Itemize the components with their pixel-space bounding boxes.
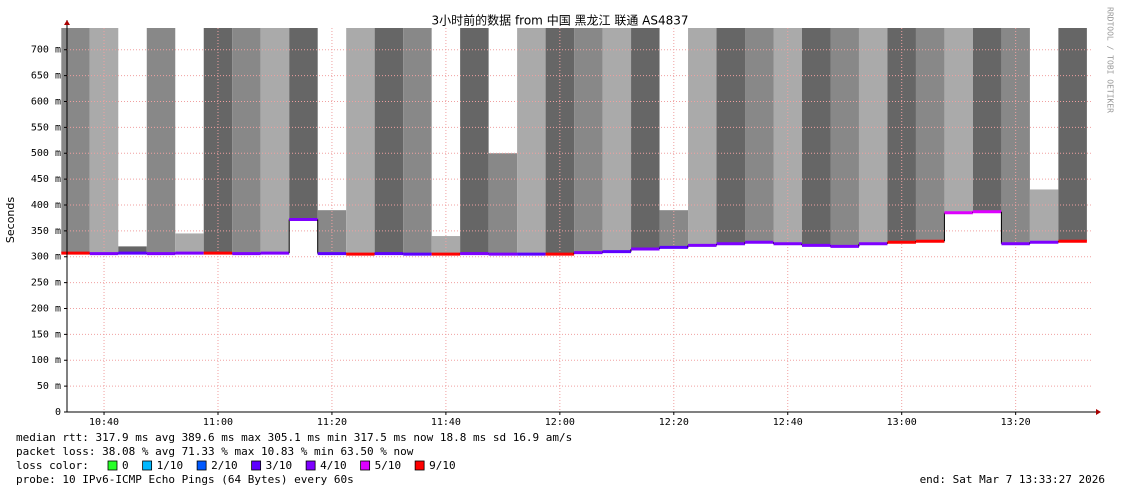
legend-swatch: [107, 460, 118, 471]
x-tick-label: 11:40: [431, 417, 461, 428]
legend-label: 1/10: [157, 459, 184, 472]
legend-swatch: [251, 460, 262, 471]
x-tick-label: 12:20: [659, 417, 689, 428]
legend-title: loss color:: [16, 459, 89, 472]
smoke: [1058, 28, 1087, 242]
smoke: [1001, 28, 1030, 244]
legend-swatch: [305, 460, 316, 471]
probe: probe: 10 IPv6-ICMP Echo Pings (64 Bytes…: [16, 473, 354, 486]
smoke: [431, 236, 461, 255]
legend-label: 0: [122, 459, 129, 472]
smoke: [289, 28, 318, 220]
smoke: [944, 28, 973, 213]
y-tick-label: 50 m: [37, 381, 61, 392]
smoke: [118, 246, 147, 254]
y-tick-label: 300 m: [31, 252, 61, 263]
smoke: [545, 28, 575, 255]
y-tick-label: 250 m: [31, 278, 61, 289]
smoke: [887, 28, 916, 243]
legend-label: 3/10: [266, 459, 293, 472]
legend-label: 9/10: [429, 459, 456, 472]
smoke: [517, 28, 546, 255]
smoke: [488, 153, 518, 255]
smoke: [203, 28, 233, 254]
end-time: end: Sat Mar 7 13:33:27 2026: [920, 473, 1105, 486]
y-axis-label: Seconds: [4, 197, 17, 243]
info-line: median rtt: 317.9 ms avg 389.6 ms max 30…: [16, 431, 572, 444]
legend-swatch: [360, 460, 371, 471]
chart-title: 3小时前的数据 from 中国 黑龙江 联通 AS4837: [432, 13, 689, 28]
x-tick-label: 12:40: [773, 417, 803, 428]
smoke: [716, 28, 746, 244]
smoke: [89, 28, 119, 254]
y-tick-label: 600 m: [31, 96, 61, 107]
smoke: [260, 28, 290, 254]
smoke: [346, 28, 375, 255]
y-arrow: [64, 20, 70, 25]
side-label: RRDTOOL / TOBI OETIKER: [1106, 7, 1115, 113]
y-tick-label: 200 m: [31, 303, 61, 314]
x-tick-label: 12:00: [545, 417, 575, 428]
info-line: packet loss: 38.08 % avg 71.33 % max 10.…: [16, 445, 414, 458]
y-tick-label: 450 m: [31, 174, 61, 185]
smoke: [1029, 189, 1059, 243]
y-tick-label: 550 m: [31, 122, 61, 133]
x-tick-label: 13:20: [1001, 417, 1031, 428]
x-tick-label: 11:00: [203, 417, 233, 428]
y-tick-label: 500 m: [31, 148, 61, 159]
smoke: [631, 28, 660, 249]
legend-swatch: [196, 460, 207, 471]
smoke: [745, 28, 774, 243]
x-arrow: [1096, 409, 1101, 415]
smoke: [688, 28, 717, 246]
smoke: [232, 28, 261, 254]
x-tick-label: 10:40: [89, 417, 119, 428]
y-tick-label: 0: [55, 407, 61, 418]
x-tick-label: 11:20: [317, 417, 347, 428]
legend-label: 5/10: [375, 459, 402, 472]
legend-swatch: [414, 460, 425, 471]
smoke: [146, 28, 176, 254]
y-tick-label: 150 m: [31, 329, 61, 340]
smoke: [460, 28, 489, 254]
smoke: [972, 28, 1002, 212]
smoke: [858, 28, 888, 244]
smoke: [801, 28, 831, 246]
smoke: [574, 28, 603, 253]
x-tick-label: 13:00: [887, 417, 917, 428]
smoke: [830, 28, 859, 247]
smoke: [61, 28, 90, 254]
smoke: [915, 28, 945, 242]
smoke: [773, 28, 802, 244]
y-tick-label: 700 m: [31, 45, 61, 56]
legend-label: 4/10: [320, 459, 347, 472]
smoke: [403, 28, 432, 255]
y-tick-label: 400 m: [31, 200, 61, 211]
smoke: [374, 28, 404, 254]
legend-label: 2/10: [211, 459, 238, 472]
y-tick-label: 100 m: [31, 355, 61, 366]
y-tick-label: 350 m: [31, 226, 61, 237]
smoke: [175, 233, 204, 254]
legend-swatch: [142, 460, 153, 471]
y-tick-label: 650 m: [31, 71, 61, 82]
smoke: [602, 28, 632, 252]
